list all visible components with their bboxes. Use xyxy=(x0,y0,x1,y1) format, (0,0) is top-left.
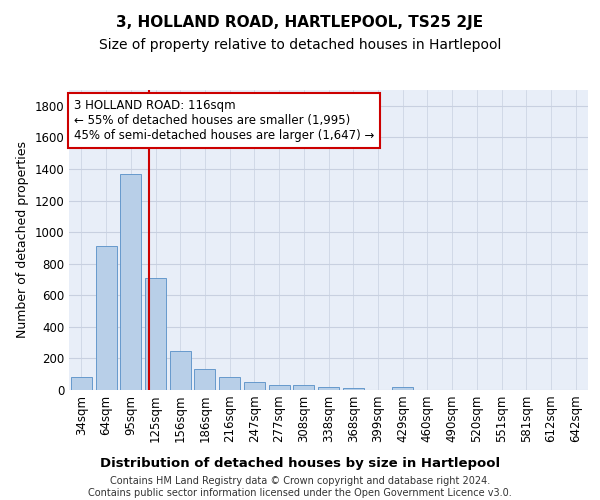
Bar xyxy=(194,368,215,390)
Bar xyxy=(71,378,92,390)
Bar xyxy=(145,278,166,390)
Bar xyxy=(293,386,314,390)
Text: 3 HOLLAND ROAD: 116sqm
← 55% of detached houses are smaller (1,995)
45% of semi-: 3 HOLLAND ROAD: 116sqm ← 55% of detached… xyxy=(74,99,374,142)
Bar xyxy=(170,352,191,390)
Bar xyxy=(392,387,413,390)
Text: 3, HOLLAND ROAD, HARTLEPOOL, TS25 2JE: 3, HOLLAND ROAD, HARTLEPOOL, TS25 2JE xyxy=(116,15,484,30)
Bar xyxy=(343,388,364,390)
Bar xyxy=(95,246,116,390)
Text: Distribution of detached houses by size in Hartlepool: Distribution of detached houses by size … xyxy=(100,458,500,470)
Text: Contains HM Land Registry data © Crown copyright and database right 2024.
Contai: Contains HM Land Registry data © Crown c… xyxy=(88,476,512,498)
Bar xyxy=(269,386,290,390)
Bar xyxy=(244,382,265,390)
Text: Size of property relative to detached houses in Hartlepool: Size of property relative to detached ho… xyxy=(99,38,501,52)
Y-axis label: Number of detached properties: Number of detached properties xyxy=(16,142,29,338)
Bar xyxy=(318,387,339,390)
Bar xyxy=(219,378,240,390)
Bar xyxy=(120,174,141,390)
